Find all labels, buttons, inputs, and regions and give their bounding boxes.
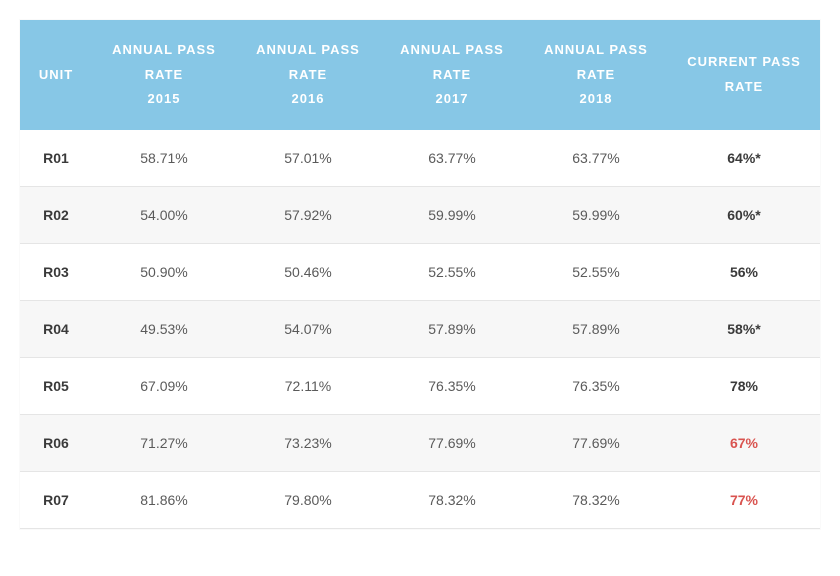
col-header-line: RATE <box>433 67 471 82</box>
col-header-line: RATE <box>577 67 615 82</box>
table-body: R0158.71%57.01%63.77%63.77%64%*R0254.00%… <box>20 130 820 529</box>
unit-cell: R03 <box>20 244 92 301</box>
col-header-line: 2017 <box>436 91 469 106</box>
value-cell: 59.99% <box>380 187 524 244</box>
unit-cell: R07 <box>20 472 92 529</box>
value-cell: 77.69% <box>380 415 524 472</box>
col-header-line: ANNUAL PASS <box>544 42 648 57</box>
value-cell: 50.90% <box>92 244 236 301</box>
col-header-line: 2015 <box>148 91 181 106</box>
value-cell: 54.00% <box>92 187 236 244</box>
current-cell: 77% <box>668 472 820 529</box>
value-cell: 63.77% <box>524 130 668 187</box>
col-header-line: ANNUAL PASS <box>400 42 504 57</box>
value-cell: 72.11% <box>236 358 380 415</box>
col-header-line: RATE <box>289 67 327 82</box>
value-cell: 67.09% <box>92 358 236 415</box>
value-cell: 52.55% <box>380 244 524 301</box>
value-cell: 78.32% <box>380 472 524 529</box>
col-header-2018: ANNUAL PASS RATE 2018 <box>524 20 668 130</box>
col-header-label: UNIT <box>39 67 73 82</box>
col-header-unit: UNIT <box>20 20 92 130</box>
value-cell: 76.35% <box>524 358 668 415</box>
current-cell: 78% <box>668 358 820 415</box>
value-cell: 59.99% <box>524 187 668 244</box>
table-row: R0350.90%50.46%52.55%52.55%56% <box>20 244 820 301</box>
col-header-2015: ANNUAL PASS RATE 2015 <box>92 20 236 130</box>
table-row: R0671.27%73.23%77.69%77.69%67% <box>20 415 820 472</box>
col-header-line: ANNUAL PASS <box>112 42 216 57</box>
col-header-current: CURRENT PASS RATE <box>668 20 820 130</box>
table-header: UNIT ANNUAL PASS RATE 2015 ANNUAL PASS R… <box>20 20 820 130</box>
col-header-line: RATE <box>725 79 763 94</box>
col-header-line: CURRENT PASS <box>687 54 801 69</box>
col-header-line: ANNUAL PASS <box>256 42 360 57</box>
current-cell: 56% <box>668 244 820 301</box>
col-header-2017: ANNUAL PASS RATE 2017 <box>380 20 524 130</box>
table-row: R0254.00%57.92%59.99%59.99%60%* <box>20 187 820 244</box>
value-cell: 52.55% <box>524 244 668 301</box>
current-cell: 58%* <box>668 301 820 358</box>
current-cell: 60%* <box>668 187 820 244</box>
value-cell: 71.27% <box>92 415 236 472</box>
value-cell: 77.69% <box>524 415 668 472</box>
value-cell: 79.80% <box>236 472 380 529</box>
value-cell: 57.01% <box>236 130 380 187</box>
value-cell: 57.89% <box>380 301 524 358</box>
unit-cell: R05 <box>20 358 92 415</box>
current-cell: 67% <box>668 415 820 472</box>
table-row: R0567.09%72.11%76.35%76.35%78% <box>20 358 820 415</box>
unit-cell: R02 <box>20 187 92 244</box>
value-cell: 58.71% <box>92 130 236 187</box>
value-cell: 81.86% <box>92 472 236 529</box>
pass-rate-table-container: UNIT ANNUAL PASS RATE 2015 ANNUAL PASS R… <box>20 20 820 529</box>
value-cell: 63.77% <box>380 130 524 187</box>
value-cell: 73.23% <box>236 415 380 472</box>
col-header-line: 2016 <box>292 91 325 106</box>
table-row: R0781.86%79.80%78.32%78.32%77% <box>20 472 820 529</box>
col-header-line: 2018 <box>580 91 613 106</box>
col-header-line: RATE <box>145 67 183 82</box>
value-cell: 57.89% <box>524 301 668 358</box>
pass-rate-table: UNIT ANNUAL PASS RATE 2015 ANNUAL PASS R… <box>20 20 820 529</box>
unit-cell: R04 <box>20 301 92 358</box>
value-cell: 76.35% <box>380 358 524 415</box>
value-cell: 54.07% <box>236 301 380 358</box>
value-cell: 50.46% <box>236 244 380 301</box>
unit-cell: R01 <box>20 130 92 187</box>
value-cell: 78.32% <box>524 472 668 529</box>
table-row: R0449.53%54.07%57.89%57.89%58%* <box>20 301 820 358</box>
col-header-2016: ANNUAL PASS RATE 2016 <box>236 20 380 130</box>
table-row: R0158.71%57.01%63.77%63.77%64%* <box>20 130 820 187</box>
unit-cell: R06 <box>20 415 92 472</box>
value-cell: 57.92% <box>236 187 380 244</box>
value-cell: 49.53% <box>92 301 236 358</box>
current-cell: 64%* <box>668 130 820 187</box>
